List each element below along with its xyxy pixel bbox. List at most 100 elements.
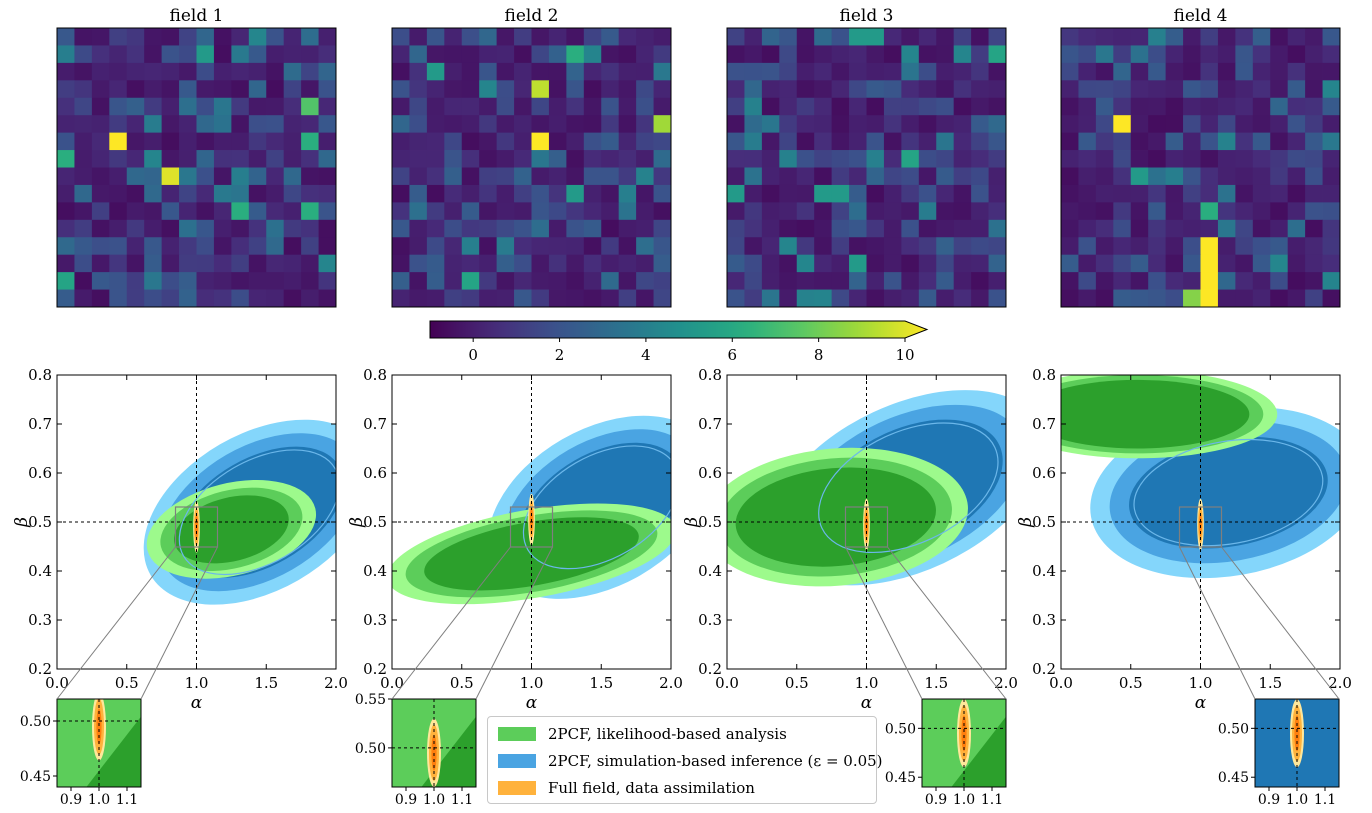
heatmap-cell xyxy=(514,184,532,203)
x-tick-label: 2.0 xyxy=(1328,674,1352,692)
heatmap-cell xyxy=(883,132,902,151)
heatmap-cell xyxy=(1078,150,1097,168)
heatmap-cell xyxy=(496,202,515,221)
heatmap-cell xyxy=(1130,150,1149,168)
heatmap-cell xyxy=(1305,28,1323,46)
heatmap-cell xyxy=(814,184,833,203)
heatmap-cell xyxy=(936,272,955,290)
x-tick-label: 1.0 xyxy=(520,674,544,692)
heatmap-cell xyxy=(953,272,972,290)
heatmap-cell xyxy=(918,254,937,273)
heatmap-cell xyxy=(266,62,285,81)
heatmap-cell xyxy=(1148,132,1167,151)
heatmap-cell xyxy=(409,272,428,290)
heatmap-cell xyxy=(91,80,110,99)
heatmap-cell xyxy=(849,28,867,46)
heatmap-cell xyxy=(796,202,815,221)
heatmap-cell xyxy=(283,132,302,151)
heatmap-cell xyxy=(1078,289,1097,308)
heatmap-cell xyxy=(1305,45,1323,64)
heatmap-cell xyxy=(531,80,550,99)
heatmap-cell xyxy=(392,254,410,273)
heatmap-cell xyxy=(1217,272,1236,290)
likelihood-contour-inner xyxy=(735,467,936,567)
heatmap-cell xyxy=(231,167,250,186)
heatmap-cell xyxy=(883,80,902,99)
inset-y-tick-label: 0.50 xyxy=(1218,721,1249,737)
heatmap-cell xyxy=(953,45,972,64)
heatmap-cell xyxy=(301,45,319,64)
x-tick-label: 0.5 xyxy=(450,674,474,692)
heatmap-cell xyxy=(1287,132,1306,151)
heatmap-cell xyxy=(1287,115,1306,134)
heatmap-cell xyxy=(1305,167,1323,186)
x-tick-label: 0.5 xyxy=(115,674,139,692)
heatmap-cell xyxy=(1287,272,1306,290)
heatmap-cell xyxy=(109,219,128,238)
heatmap-cell xyxy=(1061,237,1079,256)
heatmap-cell xyxy=(461,97,480,116)
heatmap-cell xyxy=(1235,272,1254,290)
heatmap-cell xyxy=(1322,80,1341,99)
heatmap-cell xyxy=(831,219,850,238)
heatmap-cell xyxy=(1270,150,1289,168)
y-tick-label: 0.2 xyxy=(1032,660,1056,678)
heatmap-cell xyxy=(953,80,972,99)
x-tick-label: 0.0 xyxy=(380,674,404,692)
heatmap-cell xyxy=(1078,254,1097,273)
y-tick-label: 0.3 xyxy=(28,611,52,629)
heatmap-cell xyxy=(283,28,302,46)
heatmap-cell xyxy=(1183,202,1201,221)
heatmap-cell xyxy=(761,167,780,186)
heatmap-cell xyxy=(727,254,745,273)
heatmap-cell xyxy=(583,62,602,81)
y-tick-label: 0.6 xyxy=(28,464,52,482)
heatmap-cell xyxy=(179,115,197,134)
heatmap-cell xyxy=(1200,150,1219,168)
heatmap-cell xyxy=(301,184,319,203)
heatmap-cell xyxy=(883,272,902,290)
heatmap-cell xyxy=(1322,289,1341,308)
heatmap-cell xyxy=(618,62,637,81)
heatmap-cell xyxy=(266,237,285,256)
heatmap-cell xyxy=(444,150,463,168)
heatmap-cell xyxy=(653,254,672,273)
heatmap-cell xyxy=(727,28,745,46)
heatmap-cell xyxy=(109,202,128,221)
heatmap-cell xyxy=(971,289,989,308)
heatmap-cell xyxy=(126,219,145,238)
heatmap-cell xyxy=(618,237,637,256)
heatmap-cell xyxy=(74,254,93,273)
heatmap-cell xyxy=(583,237,602,256)
heatmap-cell xyxy=(444,237,463,256)
heatmap-cell xyxy=(1200,45,1219,64)
heatmap-cell xyxy=(727,219,745,238)
heatmap-cell xyxy=(953,254,972,273)
heatmap-cell xyxy=(918,80,937,99)
heatmap-cell xyxy=(266,97,285,116)
y-tick-label: 0.7 xyxy=(1032,415,1056,433)
heatmap-cell xyxy=(779,150,798,168)
legend-swatch-blue xyxy=(498,754,536,768)
inset-x-tick-label: 0.9 xyxy=(60,792,82,808)
heatmap-cell xyxy=(1305,272,1323,290)
heatmap-cell xyxy=(1183,115,1201,134)
heatmap-cell xyxy=(901,254,920,273)
heatmap-cell xyxy=(744,62,763,81)
heatmap-cell xyxy=(514,272,532,290)
heatmap-cell xyxy=(1252,202,1271,221)
heatmap-cell xyxy=(566,132,585,151)
heatmap-cell xyxy=(761,97,780,116)
heatmap-cell xyxy=(1200,62,1219,81)
heatmap-cell xyxy=(583,97,602,116)
heatmap-cell xyxy=(213,28,232,46)
heatmap-cell xyxy=(126,150,145,168)
heatmap-cell xyxy=(901,97,920,116)
heatmap-cell xyxy=(179,97,197,116)
y-tick-label: 0.8 xyxy=(698,366,722,384)
heatmap-cell xyxy=(1113,184,1132,203)
heatmap-cell xyxy=(831,45,850,64)
heatmap-cell xyxy=(1287,80,1306,99)
heatmap-cell xyxy=(866,97,885,116)
heatmap-cell xyxy=(57,184,75,203)
